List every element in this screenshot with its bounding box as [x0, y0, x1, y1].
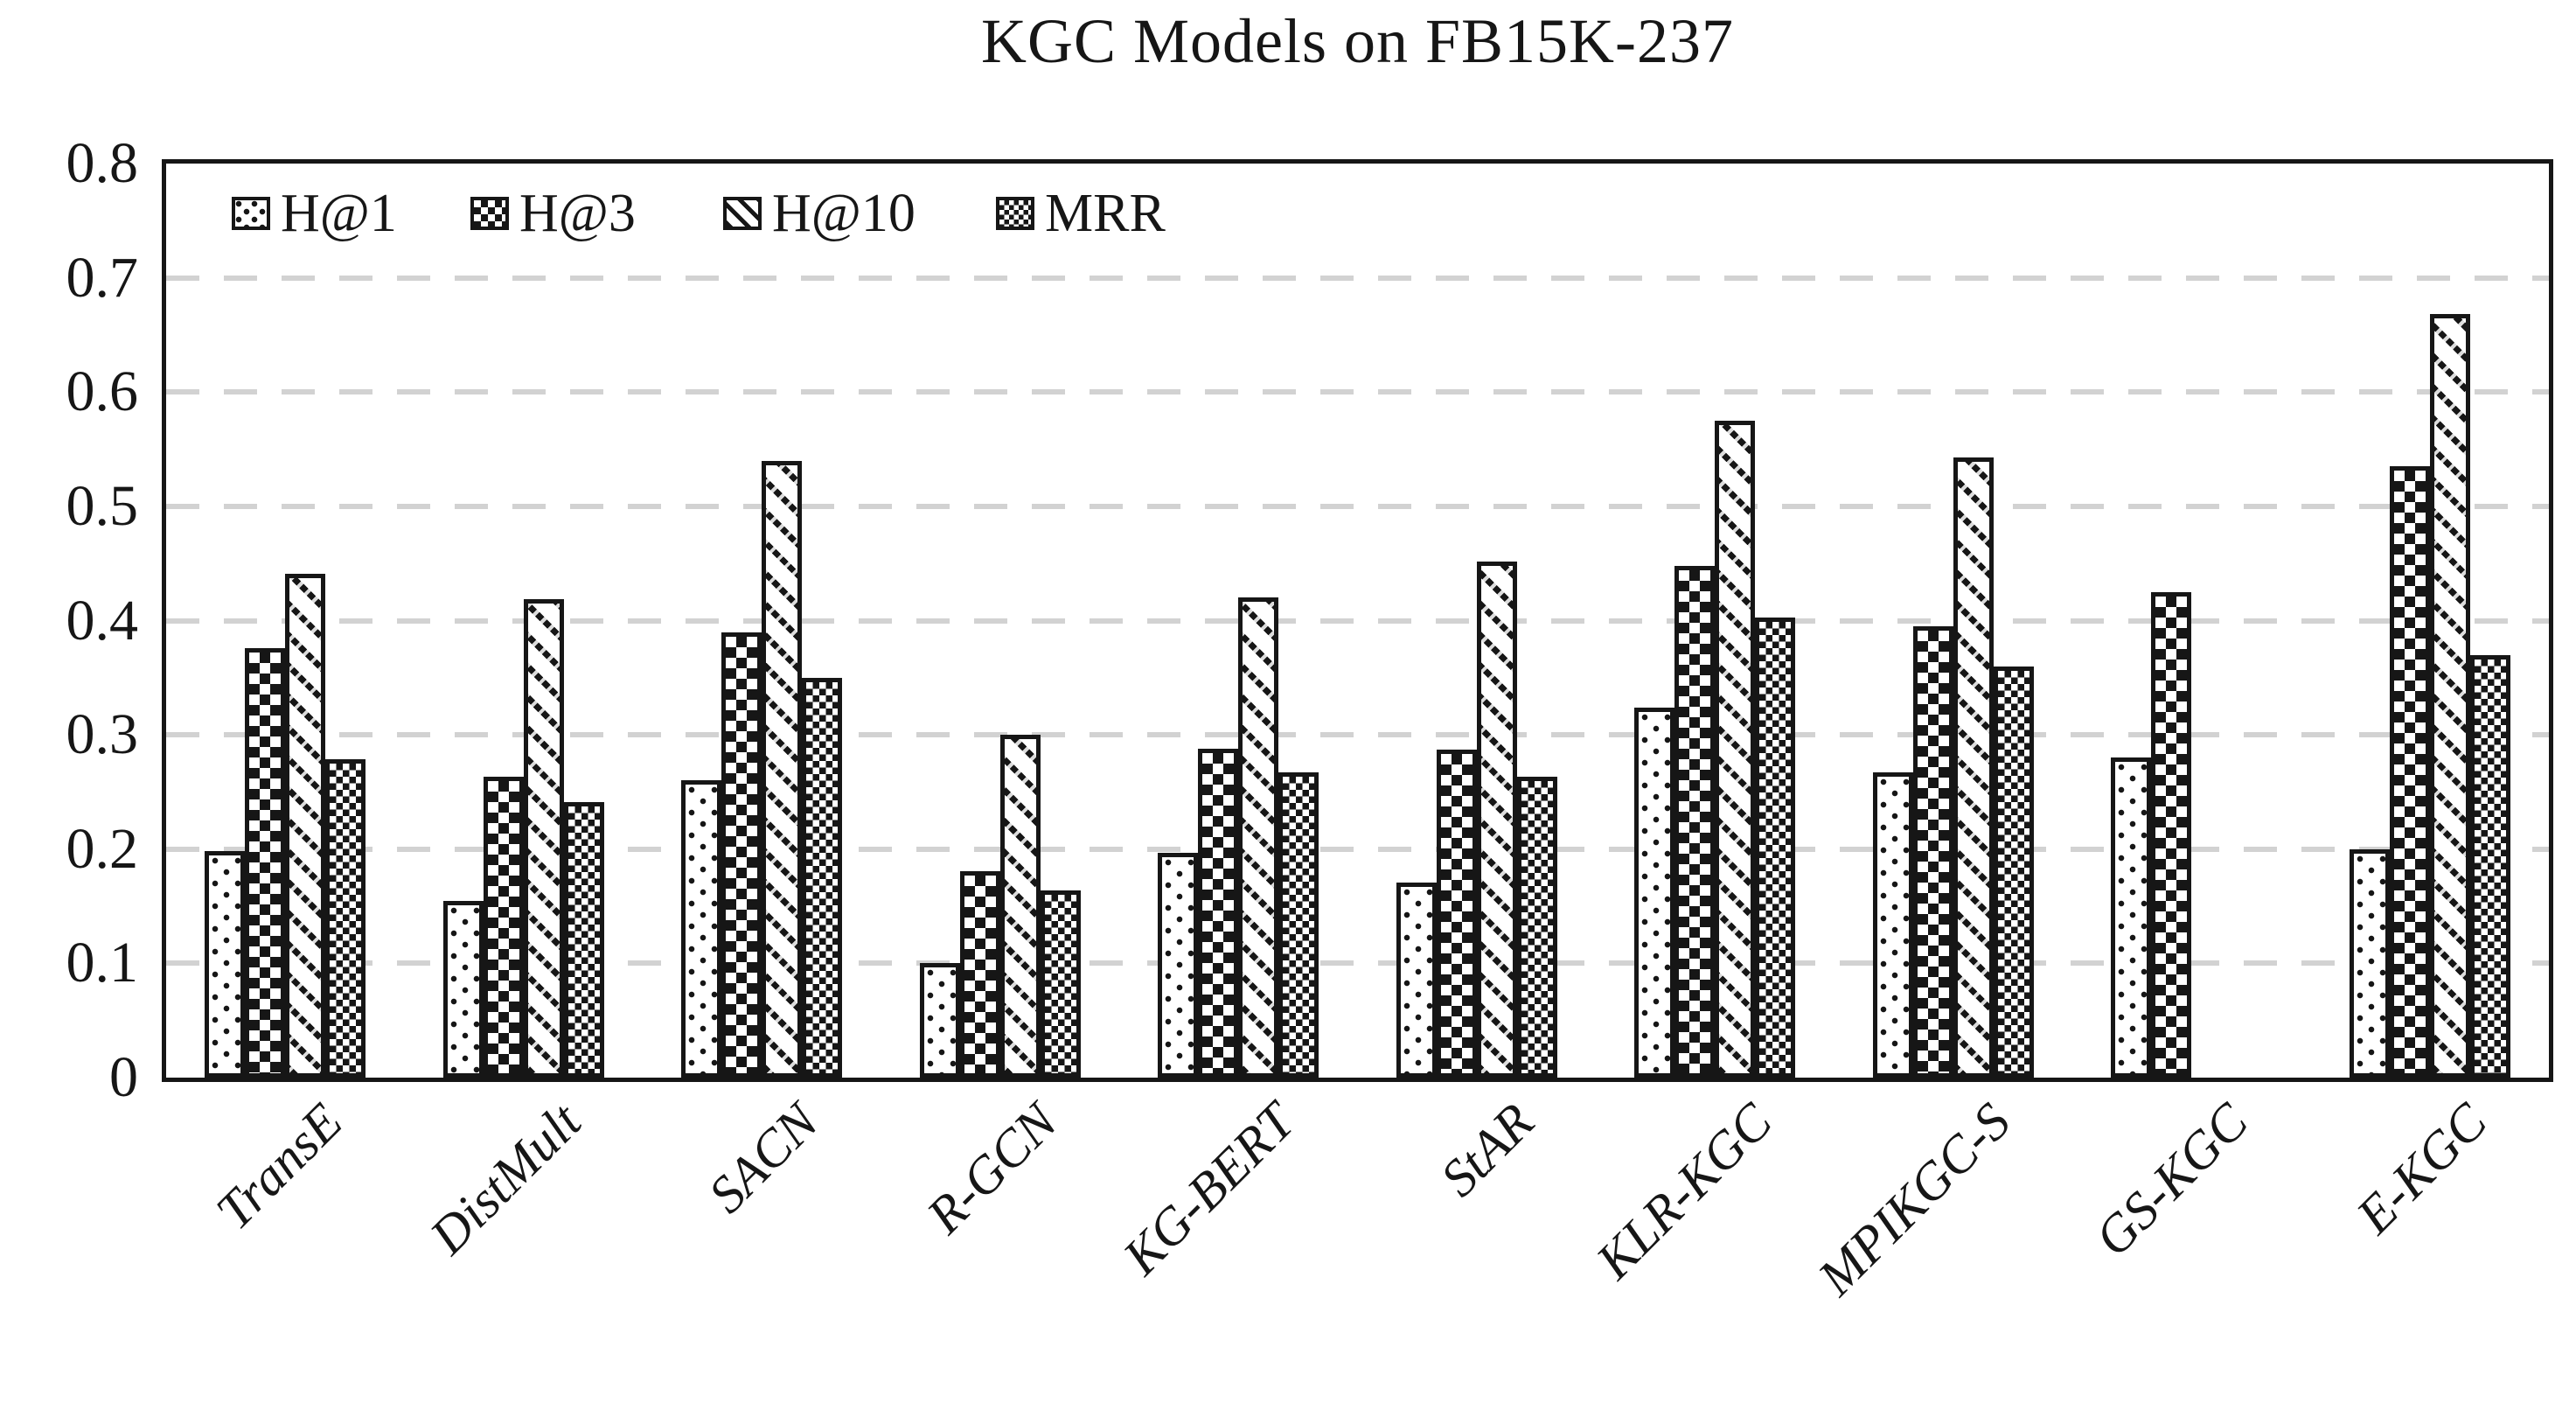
legend-label: H@10	[772, 183, 916, 243]
x-tick-label-TransE: TransE	[205, 1092, 353, 1241]
gridline-0.5	[166, 504, 2549, 509]
bar-KLR-KGC-MRR	[1755, 618, 1795, 1078]
gridline-0.7	[166, 276, 2549, 281]
x-axis-labels: TransE DistMult SACN R-GCN KG-BERT StAR KLR-KG…	[166, 1092, 2549, 1398]
bar-TransE-H@10	[285, 574, 325, 1078]
legend-label: MRR	[1045, 183, 1166, 243]
x-tick-label-KLR-KGC: KLR-KGC	[1584, 1092, 1783, 1290]
bar-R-GCN-MRR	[1041, 890, 1081, 1078]
y-tick-label-0: 0	[109, 1045, 138, 1109]
gridline-0.3	[166, 732, 2549, 737]
bar-StAR-MRR	[1517, 777, 1557, 1078]
y-tick-label-0.4: 0.4	[66, 589, 139, 653]
y-tick-label-0.6: 0.6	[66, 359, 139, 423]
bar-GS-KGC-H@1	[2111, 757, 2151, 1078]
bar-DistMult-H@3	[484, 777, 524, 1078]
plot-area: H@1 H@3 H@10 MRR	[162, 159, 2553, 1082]
legend-item-MRR: MRR	[996, 184, 1166, 243]
bar-StAR-H@10	[1477, 562, 1517, 1078]
y-tick-label-0.8: 0.8	[66, 131, 139, 195]
x-tick-label-SACN: SACN	[697, 1092, 830, 1225]
gridline-0.1	[166, 960, 2549, 966]
bar-R-GCN-H@1	[920, 963, 960, 1078]
bar-MPIKGC-S-H@1	[1873, 772, 1913, 1078]
bar-KG-BERT-H@3	[1198, 749, 1238, 1078]
x-tick-label-GS-KGC: GS-KGC	[2084, 1092, 2259, 1267]
gridline-0.2	[166, 847, 2549, 852]
bar-SACN-H@1	[681, 780, 721, 1078]
bar-TransE-H@3	[245, 648, 285, 1078]
y-tick-label-0.2: 0.2	[66, 817, 139, 881]
bar-TransE-H@1	[205, 851, 245, 1078]
bar-R-GCN-H@3	[960, 871, 1000, 1078]
chart-title: KGC Models on FB15K-237	[980, 6, 1735, 76]
legend-swatch-sparse-dots-icon	[232, 197, 270, 230]
bar-SACN-H@3	[721, 632, 762, 1078]
bar-KLR-KGC-H@10	[1715, 421, 1755, 1078]
bar-E-KGC-H@1	[2350, 849, 2390, 1078]
x-tick-label-DistMult: DistMult	[418, 1092, 592, 1266]
y-tick-label-0.3: 0.3	[66, 702, 139, 766]
bar-DistMult-H@1	[443, 901, 484, 1078]
bar-StAR-H@3	[1437, 750, 1477, 1078]
bar-TransE-MRR	[325, 759, 366, 1078]
bar-MPIKGC-S-MRR	[1994, 667, 2034, 1078]
x-tick-label-R-GCN: R-GCN	[916, 1092, 1069, 1245]
legend-label: H@1	[281, 183, 397, 243]
gridline-0.4	[166, 618, 2549, 624]
bar-KG-BERT-MRR	[1278, 772, 1319, 1078]
x-tick-label-StAR: StAR	[1429, 1092, 1545, 1208]
bar-MPIKGC-S-H@3	[1913, 626, 1953, 1078]
y-tick-label-0.1: 0.1	[66, 931, 139, 995]
bar-KG-BERT-H@10	[1238, 597, 1278, 1078]
legend-swatch-diagonal-stripes-icon	[723, 197, 762, 230]
x-tick-label-KG-BERT: KG-BERT	[1112, 1092, 1306, 1286]
legend-item-H@10: H@10	[723, 184, 916, 243]
bar-KG-BERT-H@1	[1158, 853, 1198, 1078]
legend-swatch-fine-checkerboard-icon	[996, 197, 1034, 230]
gridline-0.6	[166, 389, 2549, 394]
y-tick-label-0.7: 0.7	[66, 246, 139, 310]
bar-E-KGC-MRR	[2470, 655, 2510, 1078]
legend-item-H@1: H@1	[232, 184, 397, 243]
legend-swatch-coarse-checkerboard-icon	[470, 197, 509, 230]
bar-StAR-H@1	[1396, 883, 1437, 1078]
y-tick-label-0.5: 0.5	[66, 474, 139, 538]
bar-GS-KGC-H@3	[2151, 592, 2191, 1078]
bar-SACN-MRR	[802, 678, 842, 1078]
bar-DistMult-H@10	[524, 599, 564, 1078]
bar-SACN-H@10	[762, 461, 802, 1078]
bar-E-KGC-H@3	[2390, 466, 2430, 1078]
bar-R-GCN-H@10	[1000, 735, 1041, 1078]
bar-E-KGC-H@10	[2430, 314, 2470, 1078]
bar-KLR-KGC-H@3	[1674, 566, 1715, 1078]
x-tick-label-MPIKGC-S: MPIKGC-S	[1807, 1092, 2022, 1307]
legend-item-H@3: H@3	[470, 184, 636, 243]
x-tick-label-E-KGC: E-KGC	[2345, 1092, 2498, 1245]
legend-label: H@3	[519, 183, 636, 243]
bar-MPIKGC-S-H@10	[1953, 457, 1994, 1078]
bar-KLR-KGC-H@1	[1634, 708, 1674, 1078]
bar-DistMult-MRR	[564, 802, 604, 1078]
